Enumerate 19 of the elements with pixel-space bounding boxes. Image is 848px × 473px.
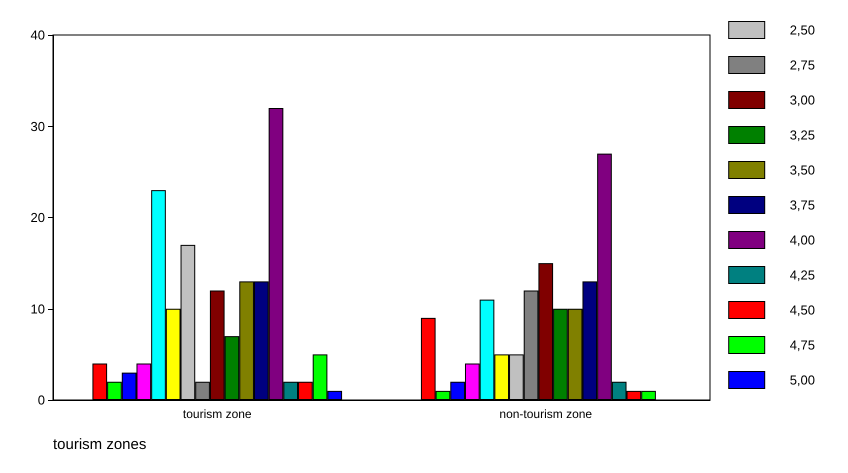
legend-label: 5,00	[790, 372, 816, 388]
y-tick-label: 0	[38, 392, 45, 408]
legend-label: 4,25	[790, 268, 816, 282]
legend-label: 4,00	[790, 232, 816, 248]
y-tick-label: 20	[30, 210, 45, 225]
y-tick-label: 10	[30, 301, 45, 316]
legend-label: 2,50	[790, 22, 816, 38]
legend-label: 3,75	[790, 198, 816, 212]
legend-label: 3,00	[790, 92, 816, 108]
x-tick-label: tourism zone	[182, 407, 252, 421]
y-tick-label: 40	[30, 28, 45, 42]
legend-label: 4,75	[790, 338, 816, 352]
x-tick-label: non-tourism zone	[499, 407, 592, 421]
y-tick-label: 30	[30, 118, 45, 134]
legend-label: 4,50	[790, 302, 816, 318]
legend-label: 3,50	[790, 162, 816, 178]
legend-label: 2,75	[790, 58, 816, 72]
x-axis-title: tourism zones	[53, 436, 146, 453]
legend-label: 3,25	[790, 128, 816, 142]
